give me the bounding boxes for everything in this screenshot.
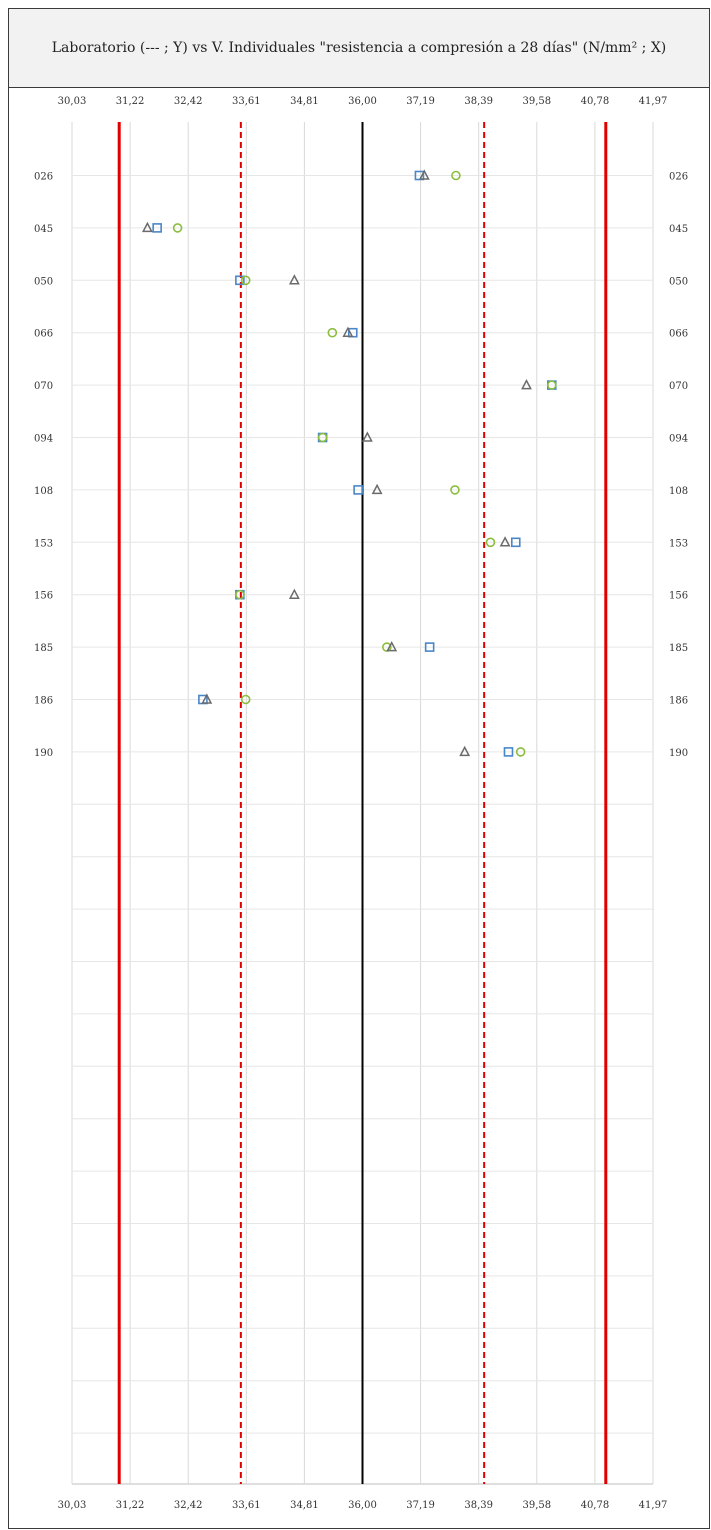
category-label-right: 070	[669, 381, 688, 392]
x-tick-label-bottom: 34,81	[290, 1500, 319, 1511]
category-label-left: 108	[34, 486, 53, 497]
x-tick-label-bottom: 40,78	[581, 1500, 610, 1511]
marker-circle	[172, 223, 183, 233]
marker-triangle	[499, 536, 511, 547]
category-label-right: 185	[669, 643, 688, 654]
marker-square	[510, 537, 521, 548]
category-label-right: 094	[669, 434, 688, 445]
x-tick-label-bottom: 31,22	[116, 1500, 145, 1511]
category-label-left: 045	[34, 224, 53, 235]
category-label-right: 045	[669, 224, 688, 235]
category-label-left: 153	[34, 538, 53, 549]
category-label-right: 026	[669, 172, 688, 183]
category-labels-layer: 026 026 045 045 050 050 066 066 070 070 094 094 108 1…	[34, 172, 688, 759]
x-tick-label-top: 37,19	[406, 96, 435, 107]
marker-triangle	[361, 431, 373, 442]
marker-triangle	[342, 326, 354, 337]
x-tick-label-bottom: 33,61	[232, 1500, 261, 1511]
marker-triangle	[371, 483, 383, 495]
category-label-left: 185	[34, 643, 53, 654]
marker-square	[152, 223, 162, 233]
category-label-left: 094	[34, 434, 53, 445]
x-tick-label-top: 36,00	[348, 96, 377, 107]
x-tick-label-bottom: 39,58	[522, 1500, 551, 1511]
category-label-right: 066	[669, 329, 688, 340]
marker-circle	[451, 170, 461, 181]
x-tick-label-top: 31,22	[116, 96, 145, 107]
category-label-right: 108	[669, 486, 688, 497]
marker-circle	[235, 589, 245, 600]
chart-title: Laboratorio (--- ; Y) vs V. Individuales…	[51, 40, 667, 56]
data-markers-layer	[141, 169, 557, 757]
marker-circle	[240, 694, 251, 705]
marker-triangle	[521, 378, 532, 390]
category-label-left: 190	[34, 748, 53, 759]
x-tick-label-bottom: 32,42	[174, 1500, 203, 1511]
marker-square	[424, 642, 435, 652]
marker-triangle	[141, 221, 153, 233]
x-tick-label-bottom: 30,03	[58, 1500, 87, 1511]
chart-title-bar: Laboratorio (--- ; Y) vs V. Individuales…	[8, 8, 710, 88]
category-label-left: 186	[34, 696, 53, 707]
x-tick-label-top: 34,81	[290, 96, 319, 107]
marker-square	[353, 485, 363, 495]
category-label-left: 070	[34, 381, 53, 392]
marker-triangle	[459, 745, 471, 757]
category-label-right: 153	[669, 538, 688, 549]
x-tick-label-top: 30,03	[58, 96, 87, 107]
reference-lines-layer	[117, 122, 608, 1484]
marker-circle	[485, 537, 496, 548]
x-tick-label-top: 41,97	[639, 96, 668, 107]
marker-circle	[515, 747, 526, 757]
marker-triangle	[386, 640, 398, 652]
x-tick-label-top: 38,39	[464, 96, 493, 107]
category-label-right: 050	[669, 276, 688, 287]
marker-triangle	[201, 693, 213, 704]
x-tick-label-top: 32,42	[174, 96, 203, 107]
category-label-right: 190	[669, 748, 688, 759]
marker-circle	[546, 380, 557, 390]
category-label-right: 156	[669, 591, 688, 602]
x-tick-label-top: 33,61	[232, 96, 261, 107]
marker-circle	[317, 432, 328, 443]
x-tick-label-top: 40,78	[581, 96, 610, 107]
x-tick-label-bottom: 38,39	[464, 1500, 493, 1511]
category-label-right: 186	[669, 696, 688, 707]
x-tick-label-bottom: 37,19	[406, 1500, 435, 1511]
marker-circle	[327, 327, 338, 338]
category-label-left: 050	[34, 276, 53, 287]
x-tick-label-bottom: 41,97	[639, 1500, 668, 1511]
marker-square	[503, 747, 514, 757]
x-tick-label-top: 39,58	[522, 96, 551, 107]
marker-circle	[450, 485, 460, 495]
category-label-left: 026	[34, 172, 53, 183]
marker-triangle	[288, 588, 300, 599]
x-tick-labels-layer: 30,03 30,03 31,22 31,22 32,42 32,42 33,61 33,61…	[58, 96, 668, 1511]
marker-triangle	[288, 274, 300, 285]
x-tick-label-bottom: 36,00	[348, 1500, 377, 1511]
category-label-left: 156	[34, 591, 53, 602]
marker-circle	[240, 275, 251, 286]
category-label-left: 066	[34, 329, 53, 340]
marker-square	[235, 275, 245, 286]
marker-triangle	[418, 169, 430, 180]
